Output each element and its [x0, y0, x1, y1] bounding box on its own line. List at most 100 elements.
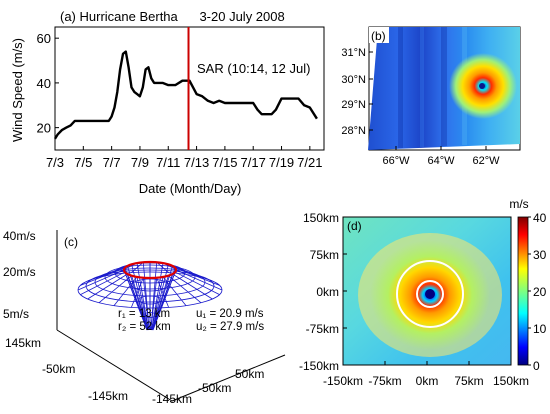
panel-d-colorbar-ticks: 40 30 20 10 0 — [528, 211, 547, 373]
panel-d-y-ticks: 150km 75km 0km -75km -150km — [299, 211, 347, 373]
panel-c-funnel-ring — [143, 312, 157, 318]
panel-a-x-tick-label: 7/3 — [46, 155, 64, 170]
panel-c-y-axis — [171, 354, 286, 402]
panel-c-surface-mesh — [77, 261, 223, 331]
panel-a-series-line — [53, 50, 318, 140]
panel-d-y-tick-label: 0km — [316, 285, 339, 299]
panel-a-y-tick-label: 20 — [37, 121, 51, 136]
panel-c-mesh-spoke — [172, 265, 213, 282]
panel-a-x-tick-label: 7/19 — [269, 155, 294, 170]
panel-d-x-tick-label: -75km — [368, 374, 401, 388]
panel-c-funnel-line — [124, 267, 148, 331]
panel-c-mesh-spoke — [174, 271, 220, 296]
panel-d: (d) 150km 75km 0km -75km -150km -150km -75km 0… — [299, 197, 547, 388]
panel-b-label-bg — [369, 27, 389, 43]
panel-b-eye — [479, 83, 485, 89]
panel-c-max-wind-ring — [122, 260, 178, 280]
panel-b-lat-tick-label: 31°N — [341, 47, 366, 59]
panel-a-x-tick-label: 7/17 — [241, 155, 266, 170]
panel-c-x-ticks: 145km-50km -145km — [5, 336, 128, 403]
panel-d-y-tick-label: 75km — [310, 248, 339, 262]
panel-c-funnel-line — [151, 263, 164, 331]
panel-a-x-tick-label: 7/13 — [184, 155, 209, 170]
panel-c-z-tick-label: 5m/s — [3, 307, 29, 321]
panel-c-z-ticks: 40m/s 20m/s 5m/s — [3, 229, 36, 321]
panel-a-x-tick-label: 7/9 — [131, 155, 149, 170]
panel-c-x-tick-label: -145km — [88, 389, 128, 403]
panel-c-z-tick-label: 20m/s — [3, 265, 36, 279]
panel-b-lon-tick-label: 64°W — [427, 155, 455, 167]
panel-c-mesh-spoke — [87, 273, 128, 300]
panel-c-y-tick-label: -145km — [152, 392, 192, 406]
panel-c-r1: r₁ = 13 km — [118, 308, 170, 320]
panel-c-z-tick-label: 40m/s — [3, 229, 36, 243]
panel-c-mesh-spoke — [131, 261, 144, 273]
panel-c-funnel-line — [152, 267, 176, 331]
panel-c-u2: u₂ = 27.9 m/s — [196, 321, 264, 333]
panel-d-x-tick-label: 0km — [416, 374, 439, 388]
panel-d-y-tick-label: -75km — [306, 322, 339, 336]
panel-b-lat-ticks: 31°N 30°N 29°N 28°N — [341, 47, 373, 137]
panel-c-y-ticks: 50km -50km -145km — [152, 367, 264, 406]
panel-c-r2: r₂ = 52 km — [118, 321, 171, 333]
panel-d-y-tick-label: -150km — [299, 359, 339, 373]
panel-d-ring-r2 — [396, 260, 464, 328]
panel-b: (b) 31°N 30°N 29°N 28°N 66°W 64°W 62°W — [341, 26, 521, 167]
panel-a-sar-annotation: SAR (10:14, 12 Jul) — [197, 61, 310, 76]
panel-a-y-ticks: 20 40 60 — [37, 31, 59, 136]
panel-d-x-tick-label: 75km — [454, 374, 483, 388]
panel-d-colorbar-tick-label: 10 — [533, 322, 547, 336]
panel-a: (a) Hurricane Bertha 3-20 July 2008 Wind… — [10, 9, 325, 196]
panel-c-mesh-spoke — [168, 275, 202, 304]
panel-b-lon-tick-label: 62°W — [472, 155, 500, 167]
panel-c-mesh-spoke — [172, 273, 213, 300]
panel-a-x-tick-label: 7/15 — [212, 155, 237, 170]
panel-b-label: (b) — [371, 29, 386, 43]
panel-d-x-tick-label: -150km — [323, 374, 363, 388]
panel-d-colorbar — [517, 216, 529, 366]
panel-c-label: (c) — [64, 235, 78, 249]
panel-d-x-ticks: -150km -75km 0km 75km 150km — [323, 361, 529, 388]
panel-c-mesh-spoke — [174, 267, 220, 286]
panel-b-lat-tick-label: 28°N — [341, 125, 366, 137]
panel-d-colorbar-tick-label: 20 — [533, 285, 547, 299]
panel-d-y-tick-label: 150km — [303, 211, 339, 225]
panel-a-x-ticks: 7/3 7/5 7/7 7/9 7/11 7/13 7/15 7/17 7/19 7/21 — [46, 146, 322, 170]
panel-c-funnel-ring — [138, 295, 162, 305]
panel-a-title: (a) Hurricane Bertha 3-20 July 2008 — [60, 9, 285, 24]
panel-c-y-tick-label: 50km — [235, 367, 264, 381]
panel-c-x-tick-label: 145km — [5, 336, 41, 350]
panel-a-x-tick-label: 7/7 — [103, 155, 121, 170]
panel-d-colorbar-tick-label: 0 — [533, 359, 540, 373]
panel-c-mesh-spoke — [156, 277, 170, 308]
panel-d-colorbar-label: m/s — [509, 197, 528, 211]
panel-d-x-tick-label: 150km — [493, 374, 529, 388]
panel-c-mesh-spoke — [130, 277, 144, 308]
panel-c-funnel-line — [131, 275, 149, 331]
panel-d-label: (d) — [347, 219, 362, 233]
panel-c-mesh-spoke — [80, 271, 126, 296]
panel-c-funnel-line — [152, 265, 173, 331]
panel-b-lat-tick-label: 30°N — [341, 74, 366, 86]
panel-a-x-tick-label: 7/11 — [156, 155, 180, 170]
panel-c-mesh-spoke — [98, 275, 132, 304]
panel-a-x-axis-label: Date (Month/Day) — [139, 181, 242, 196]
panel-c-y-tick-label: -50km — [198, 381, 231, 395]
panel-b-lon-tick-label: 66°W — [382, 155, 410, 167]
panel-c-mesh-spoke — [162, 276, 187, 306]
panel-c-u1: u₁ = 20.9 m/s — [196, 308, 264, 320]
panel-b-lat-tick-label: 29°N — [341, 99, 366, 111]
panel-c-x-tick-label: -50km — [42, 362, 75, 376]
panel-d-eye — [425, 289, 435, 299]
panel-d-colorbar-tick-label: 30 — [533, 248, 547, 262]
panel-a-y-tick-label: 60 — [37, 31, 51, 46]
panel-c-x-axis — [56, 329, 173, 402]
panel-b-lon-ticks: 66°W 64°W 62°W — [382, 146, 500, 167]
panel-a-y-tick-label: 40 — [37, 76, 51, 91]
panel-d-ring-r1 — [416, 280, 444, 308]
panel-c-funnel-line — [136, 263, 149, 331]
panel-a-x-tick-label: 7/21 — [297, 155, 322, 170]
panel-a-x-tick-label: 7/5 — [74, 155, 92, 170]
